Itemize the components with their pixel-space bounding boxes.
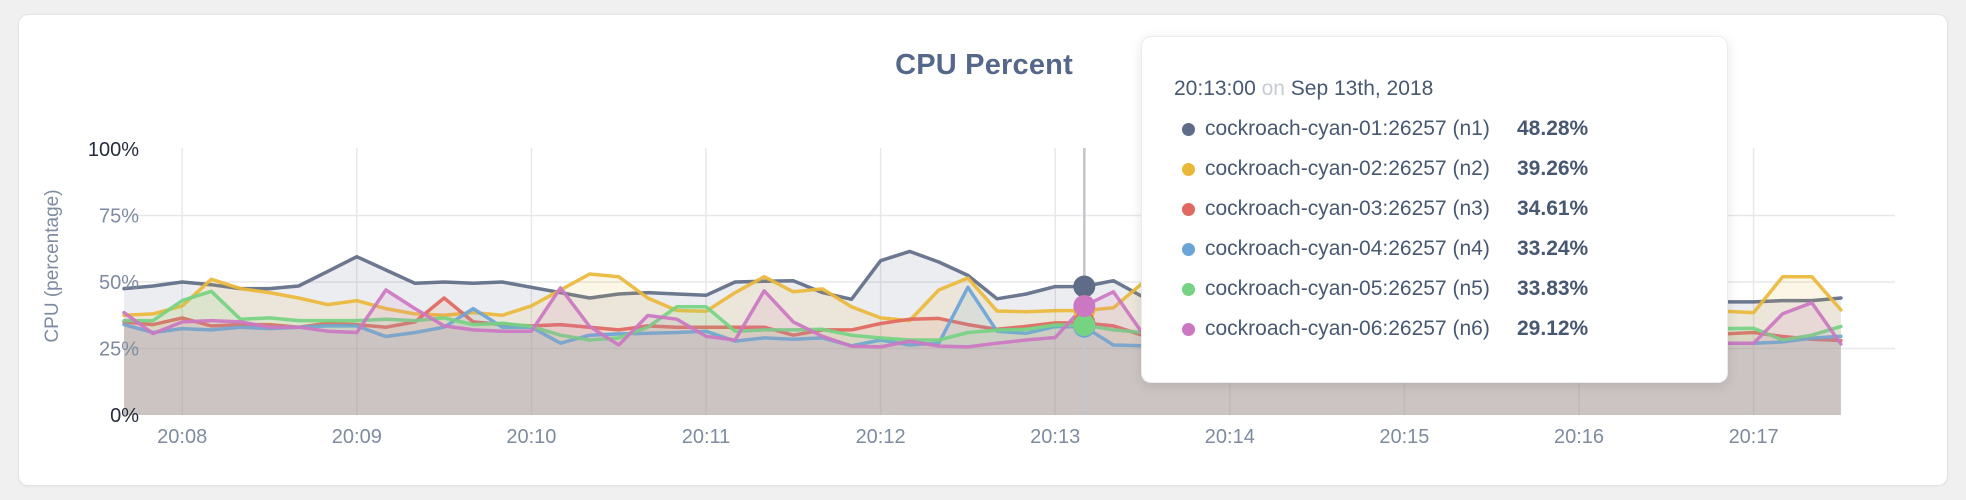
- series-color-dot-icon: [1182, 242, 1195, 256]
- tooltip-time: 20:13:00: [1174, 77, 1256, 100]
- cpu-percent-chart-card: CPU Percent 0% 25% 50% 75% 100% 20:08 20:09 20:…: [18, 14, 1948, 486]
- tooltip-series-name: cockroach-cyan-04:26257 (n4): [1205, 237, 1490, 260]
- tooltip-rows: cockroach-cyan-01:26257 (n1) 48.28% cockro…: [1142, 109, 1727, 349]
- tooltip-conjunction: on: [1261, 77, 1285, 100]
- tooltip-row-n2: cockroach-cyan-02:26257 (n2) 39.26%: [1142, 149, 1727, 189]
- chart-title: CPU Percent: [895, 49, 1073, 81]
- tooltip-series-name: cockroach-cyan-05:26257 (n5): [1205, 277, 1490, 300]
- series-color-dot-icon: [1182, 322, 1195, 336]
- x-tick-label-20:14: 20:14: [1205, 426, 1255, 448]
- tooltip-series-value: 33.83%: [1517, 277, 1589, 300]
- series-area-n6: [124, 287, 1841, 415]
- x-tick-label-20:09: 20:09: [332, 426, 382, 448]
- tooltip-series-name: cockroach-cyan-01:26257 (n1): [1205, 117, 1490, 140]
- tooltip-series-name: cockroach-cyan-06:26257 (n6): [1205, 317, 1490, 340]
- y-tick-label-75%: 75%: [99, 206, 139, 228]
- series-color-dot-icon: [1182, 162, 1195, 176]
- y-tick-label-50%: 50%: [99, 272, 139, 294]
- tooltip-row-n3: cockroach-cyan-03:26257 (n3) 34.61%: [1142, 189, 1727, 229]
- y-tick-label-0%: 0%: [110, 405, 139, 427]
- x-tick-label-20:12: 20:12: [856, 426, 906, 448]
- x-tick-label-20:10: 20:10: [506, 426, 556, 448]
- series-area-n4: [124, 287, 1841, 415]
- tooltip-series-name: cockroach-cyan-02:26257 (n2): [1205, 157, 1490, 180]
- hover-dot-n5: [1073, 314, 1096, 337]
- x-tick-label-20:15: 20:15: [1379, 426, 1429, 448]
- x-tick-label-20:11: 20:11: [682, 426, 731, 448]
- y-tick-label-100%: 100%: [88, 139, 139, 161]
- tooltip-series-value: 34.61%: [1517, 197, 1589, 220]
- tooltip-series-value: 48.28%: [1517, 117, 1589, 140]
- tooltip-date: Sep 13th, 2018: [1290, 77, 1434, 100]
- hover-dot-n1: [1073, 275, 1096, 298]
- series-color-dot-icon: [1182, 122, 1195, 136]
- x-tick-label-20:13: 20:13: [1030, 426, 1080, 448]
- series-color-dot-icon: [1182, 202, 1195, 216]
- x-tick-label-20:16: 20:16: [1554, 426, 1604, 448]
- series-area-n5: [124, 291, 1841, 415]
- tooltip-row-n4: cockroach-cyan-04:26257 (n4) 33.24%: [1142, 229, 1727, 269]
- tooltip-series-value: 39.26%: [1517, 157, 1589, 180]
- tooltip-row-n6: cockroach-cyan-06:26257 (n6) 29.12%: [1142, 309, 1727, 349]
- tooltip-timestamp: 20:13:00 on Sep 13th, 2018: [1174, 75, 1727, 103]
- tooltip-series-value: 33.24%: [1517, 237, 1589, 260]
- tooltip-row-n5: cockroach-cyan-05:26257 (n5) 33.83%: [1142, 269, 1727, 309]
- tooltip-series-name: cockroach-cyan-03:26257 (n3): [1205, 197, 1490, 220]
- tooltip-series-value: 29.12%: [1517, 317, 1589, 340]
- hover-dot-n6: [1073, 294, 1096, 317]
- y-tick-label-25%: 25%: [99, 339, 139, 361]
- hover-tooltip: 20:13:00 on Sep 13th, 2018 cockroach-cya…: [1141, 36, 1728, 383]
- x-tick-label-20:08: 20:08: [157, 426, 207, 448]
- tooltip-row-n1: cockroach-cyan-01:26257 (n1) 48.28%: [1142, 109, 1727, 149]
- y-axis-title: CPU (percentage): [42, 189, 63, 342]
- series-color-dot-icon: [1182, 282, 1195, 296]
- x-tick-label-20:17: 20:17: [1729, 426, 1779, 448]
